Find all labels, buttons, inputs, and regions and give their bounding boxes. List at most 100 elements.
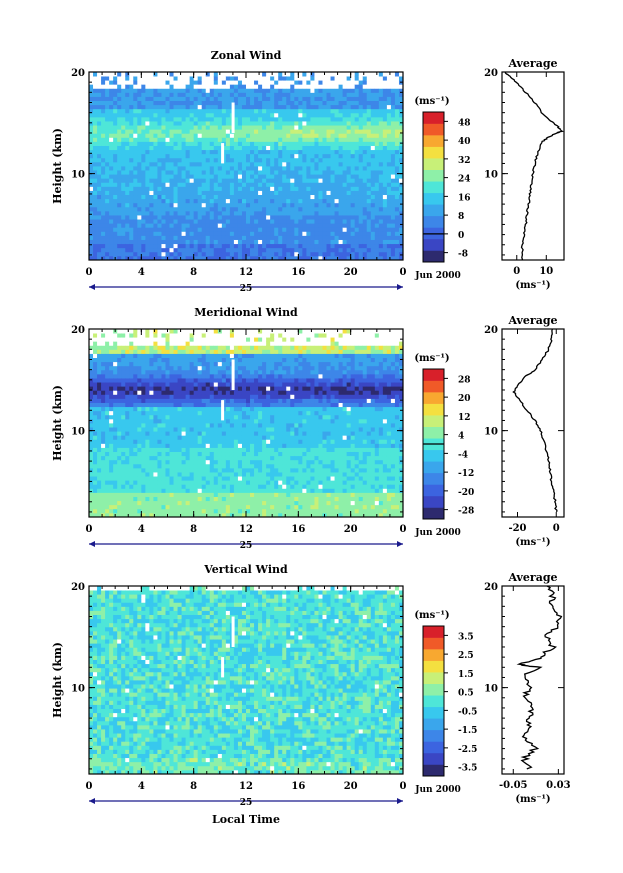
heatmap-cell <box>378 251 384 257</box>
heatmap-cell <box>318 235 323 240</box>
heatmap-cell <box>286 72 291 77</box>
heatmap-cell <box>97 96 102 102</box>
heatmap-cell <box>113 182 118 187</box>
heatmap-cell <box>157 251 162 257</box>
heatmap-cell <box>173 219 178 224</box>
heatmap-cell <box>113 141 118 146</box>
heatmap-cell <box>302 108 307 114</box>
heatmap-cell <box>121 255 126 261</box>
heatmap-cell <box>177 137 182 142</box>
heatmap-cell <box>89 418 94 424</box>
heatmap-cell <box>157 116 162 122</box>
heatmap-cell <box>246 219 251 224</box>
heatmap-cell <box>137 427 142 432</box>
heatmap-cell <box>262 198 267 204</box>
heatmap-cell <box>105 447 110 453</box>
heatmap-cell <box>254 210 259 216</box>
heatmap-cell <box>161 500 166 506</box>
heatmap-cell <box>121 386 126 391</box>
heatmap-cell <box>145 255 150 261</box>
heatmap-cell <box>237 161 243 167</box>
heatmap-cell <box>398 145 404 151</box>
heatmap-cell <box>209 170 215 175</box>
heatmap-cell <box>338 178 344 183</box>
heatmap-cell <box>342 194 348 200</box>
heatmap-cell <box>310 157 315 163</box>
heatmap-cell <box>274 235 279 240</box>
heatmap-cell <box>258 170 263 175</box>
heatmap-cell <box>330 235 335 240</box>
heatmap-cell <box>105 353 110 359</box>
heatmap-cell <box>101 161 106 167</box>
heatmap-cell <box>181 157 187 163</box>
heatmap-cell <box>193 112 199 118</box>
heatmap-cell <box>233 178 239 183</box>
heatmap-cell <box>185 76 191 81</box>
heatmap-cell <box>113 194 118 200</box>
heatmap-cell <box>145 414 150 420</box>
heatmap-cell <box>254 116 259 122</box>
heatmap-cell <box>133 121 138 126</box>
heatmap-cell <box>133 492 138 497</box>
heatmap-cell <box>157 178 162 183</box>
heatmap-cell <box>394 231 400 236</box>
heatmap-cell <box>310 166 315 171</box>
heatmap-cell <box>233 76 239 81</box>
heatmap-cell <box>153 72 158 77</box>
heatmap-cell <box>213 178 219 183</box>
heatmap-cell <box>378 190 384 196</box>
heatmap-cell <box>241 100 247 106</box>
heatmap-cell <box>221 76 227 81</box>
heatmap-cell <box>185 243 191 249</box>
heatmap-cell <box>157 84 162 89</box>
heatmap-cell <box>97 508 102 514</box>
heatmap-cell <box>137 463 142 469</box>
heatmap-cell <box>177 476 182 481</box>
heatmap-cell <box>374 129 380 134</box>
heatmap-cell <box>322 215 327 220</box>
heatmap-cell <box>141 423 146 428</box>
heatmap-cell <box>101 178 106 183</box>
heatmap-cell <box>97 443 102 448</box>
heatmap-cell <box>105 500 110 506</box>
heatmap-cell <box>366 166 372 171</box>
heatmap-cell <box>153 96 158 102</box>
heatmap-cell <box>225 104 231 110</box>
heatmap-cell <box>137 390 142 395</box>
heatmap-cell <box>129 219 134 224</box>
heatmap-cell <box>346 243 352 249</box>
heatmap-cell <box>109 174 114 179</box>
heatmap-cell <box>274 125 279 130</box>
heatmap-cell <box>101 255 106 261</box>
heatmap-cell <box>334 198 339 204</box>
heatmap-cell <box>137 182 142 187</box>
heatmap-cell <box>221 219 227 224</box>
heatmap-cell <box>145 423 150 428</box>
heatmap-cell <box>169 92 174 97</box>
heatmap-cell <box>153 361 158 367</box>
heatmap-cell <box>89 382 94 387</box>
heatmap-cell <box>145 231 150 236</box>
heatmap-cell <box>338 227 344 232</box>
heatmap-cell <box>262 215 267 220</box>
heatmap-cell <box>189 500 195 506</box>
heatmap-cell <box>282 202 287 208</box>
heatmap-cell <box>113 500 118 506</box>
heatmap-cell <box>290 72 295 77</box>
heatmap-cell <box>241 104 247 110</box>
heatmap-cell <box>189 92 195 97</box>
heatmap-cell <box>366 170 372 175</box>
heatmap-cell <box>141 337 146 342</box>
heatmap-cell <box>362 149 368 155</box>
heatmap-cell <box>177 439 182 444</box>
heatmap-cell <box>189 243 195 249</box>
heatmap-cell <box>173 467 178 473</box>
heatmap-cell <box>262 133 267 138</box>
heatmap-cell <box>274 174 279 179</box>
heatmap-cell <box>225 190 231 196</box>
heatmap-cell <box>173 427 178 432</box>
heatmap-cell <box>310 227 315 232</box>
heatmap-cell <box>125 484 130 489</box>
heatmap-cell <box>330 227 335 232</box>
heatmap-cell <box>394 104 400 110</box>
